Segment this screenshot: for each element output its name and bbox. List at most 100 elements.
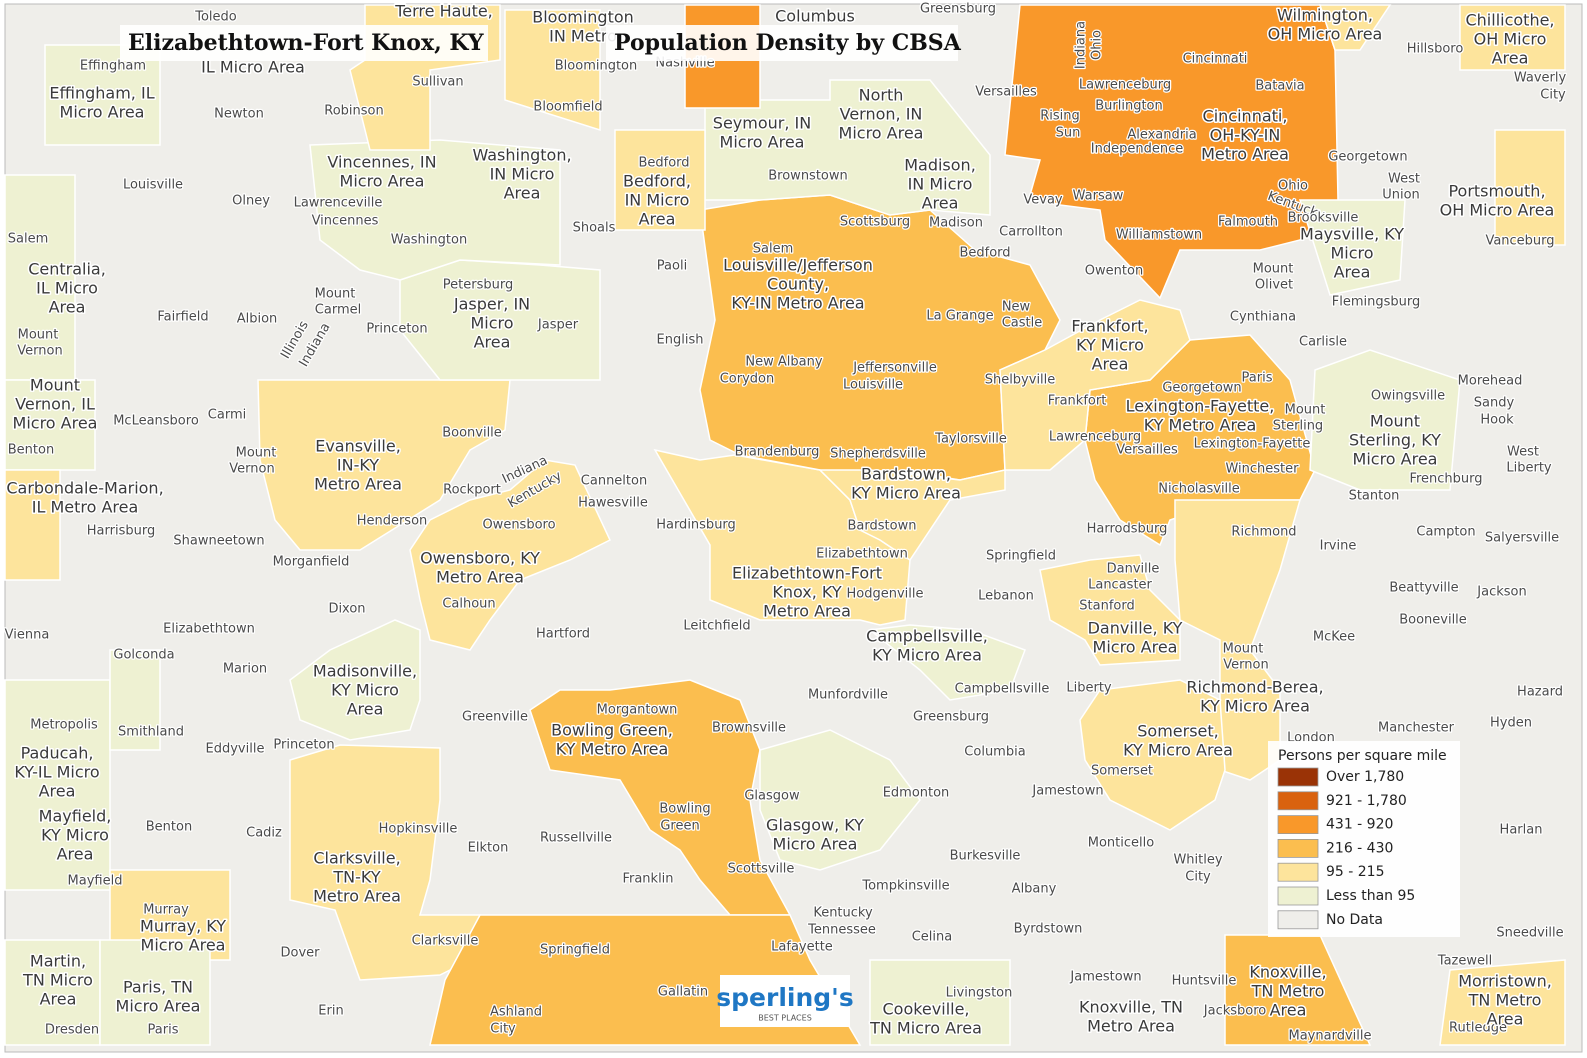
place-label: Danville (1107, 562, 1160, 577)
place-label: Mount (1285, 403, 1326, 418)
area-label: Maysville, KY (1300, 225, 1404, 244)
area-label: Morristown, (1458, 972, 1552, 991)
area-label: Metro Area (1087, 1017, 1175, 1036)
place-label: Green (660, 819, 699, 834)
area-label: Knox, KY (772, 583, 841, 602)
place-label: Shepherdsville (830, 447, 926, 462)
area-label: IN-KY (337, 456, 379, 475)
place-label: City (1185, 870, 1211, 885)
area-label: Area (504, 184, 541, 203)
place-label: Munfordville (808, 688, 888, 703)
place-label: Vernon (229, 462, 274, 477)
area-label: Vernon, IN (840, 105, 923, 124)
area-label: Wilmington, (1277, 6, 1373, 25)
cbsa-area (818, 469, 1006, 562)
place-label: West (1507, 445, 1539, 460)
area-label: IN Micro (908, 175, 973, 194)
area-label: KY Metro Area (556, 740, 669, 759)
area-label: Centralia, (28, 260, 106, 279)
place-label: Franklin (622, 872, 673, 887)
place-label: Edmonton (883, 786, 950, 801)
place-label: Whitley (1173, 853, 1222, 868)
cbsa-area (4, 379, 96, 471)
place-label: Morehead (1458, 374, 1523, 389)
area-label: KY Metro Area (1144, 416, 1257, 435)
place-label: Huntsville (1172, 974, 1237, 989)
place-label: Shawneetown (173, 534, 264, 549)
legend-label: Less than 95 (1326, 888, 1415, 904)
legend-swatch (1277, 767, 1319, 787)
place-label: Louisville (843, 378, 903, 393)
place-label: Jeffersonville (852, 361, 937, 376)
place-label: Rutledge (1449, 1021, 1507, 1036)
area-label: Area (1492, 49, 1529, 68)
place-label: Independence (1091, 142, 1183, 157)
place-label: Bedford (959, 246, 1010, 261)
area-label: OH Micro Area (1440, 201, 1555, 220)
area-label: KY Micro (1076, 336, 1144, 355)
area-label: Bowling Green, (551, 721, 673, 740)
place-label: Columbia (964, 745, 1025, 760)
logo-tagline: BEST PLACES (758, 1014, 812, 1023)
place-label: Lawrenceburg (1049, 430, 1141, 445)
cbsa-area (869, 959, 1011, 1046)
place-label: Hardinsburg (656, 518, 736, 533)
legend-swatch (1277, 791, 1319, 811)
area-label: Knoxville, (1249, 963, 1326, 982)
area-label: Area (1092, 355, 1129, 374)
place-label: Dover (281, 946, 321, 961)
place-label: Bowling (659, 802, 710, 817)
area-label: Paris, TN (123, 978, 193, 997)
place-label: Benton (8, 443, 54, 458)
place-label: Carmi (208, 408, 246, 423)
area-label: Area (1270, 1001, 1307, 1020)
area-label: Metro Area (313, 887, 401, 906)
place-label: Morgantown (597, 703, 678, 718)
place-label: Springfield (986, 549, 1056, 564)
area-label: Area (1334, 263, 1371, 282)
area-label: Somerset, (1137, 722, 1219, 741)
place-label: Burlington (1095, 99, 1163, 114)
area-label: Martin, (30, 952, 86, 971)
place-label: Henderson (357, 514, 428, 529)
place-label: Morganfield (273, 555, 350, 570)
place-label: Ohio (1278, 179, 1308, 194)
cbsa-area (109, 649, 161, 751)
place-label: Bloomfield (533, 100, 602, 115)
place-label: Ohio (1090, 30, 1105, 60)
place-label: Falmouth (1218, 215, 1278, 230)
area-label: Owensboro, KY (420, 549, 540, 568)
place-label: Elkton (468, 841, 509, 856)
place-label: Hopkinsville (379, 822, 458, 837)
place-label: Cincinnati (1183, 52, 1248, 67)
place-label: Jamestown (1069, 970, 1141, 985)
place-label: Hodgenville (847, 587, 924, 602)
place-label: Shoals (573, 221, 616, 236)
place-label: Owenton (1085, 264, 1143, 279)
cbsa-area (504, 9, 601, 132)
place-label: Lafayette (771, 940, 833, 955)
cbsa-area (1298, 199, 1406, 296)
place-label: Carlisle (1299, 335, 1347, 350)
place-label: Batavia (1255, 79, 1304, 94)
cbsa-area (868, 624, 1026, 701)
place-label: Paris (148, 1023, 179, 1038)
area-label: Effingham, IL (49, 84, 154, 103)
area-label: Area (57, 845, 94, 864)
place-label: Calhoun (442, 597, 495, 612)
place-label: Tompkinsville (861, 879, 949, 894)
place-label: Versailles (975, 85, 1037, 100)
place-label: Lexington-Fayette (1194, 437, 1311, 452)
place-label: Salem (753, 242, 794, 257)
place-label: Taylorsville (934, 432, 1007, 447)
area-label: Frankfort, (1071, 317, 1148, 336)
area-label: Micro Area (13, 414, 98, 433)
place-label: Glasgow (744, 789, 800, 804)
area-label: Area (40, 990, 77, 1009)
cbsa-area (704, 79, 991, 216)
place-label: Kentucky (813, 906, 873, 921)
area-label: IL Micro Area (201, 58, 305, 77)
area-label: KY-IN Metro Area (731, 294, 864, 313)
place-label: Madison (929, 216, 983, 231)
